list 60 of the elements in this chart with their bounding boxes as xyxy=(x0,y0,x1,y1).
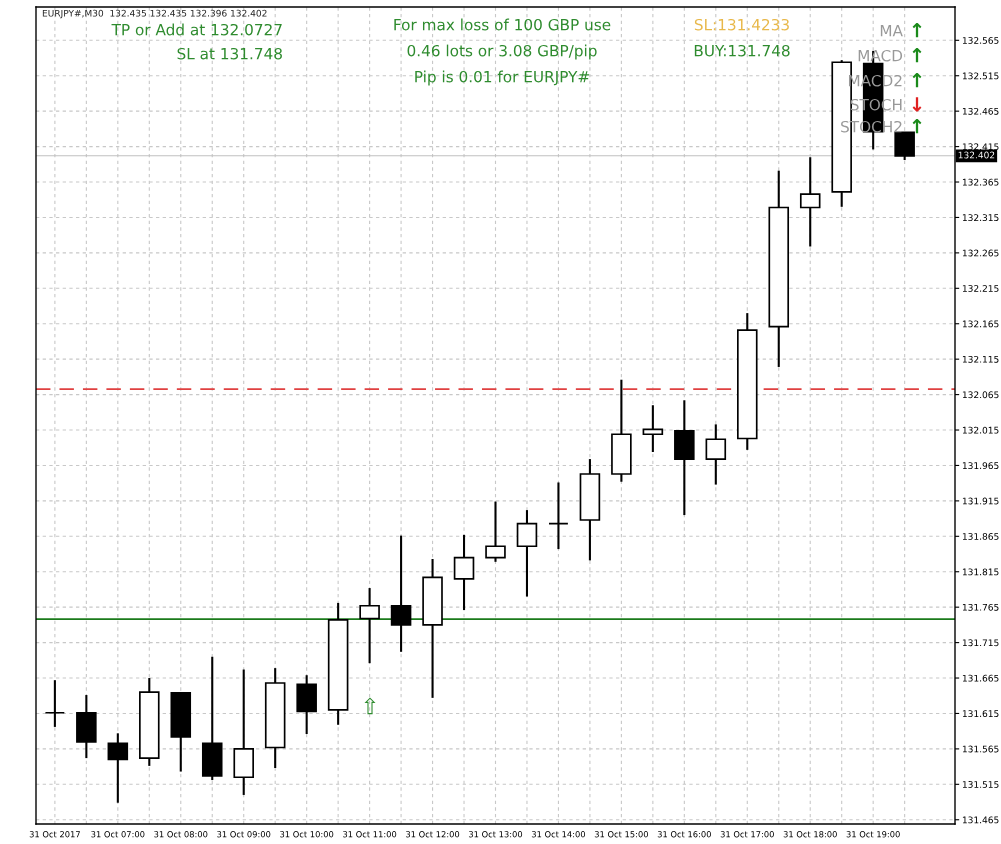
y-tick-label: 131.865 xyxy=(962,533,999,540)
y-tick-label: 132.415 xyxy=(962,143,999,151)
y-tick-label: 132.065 xyxy=(962,391,999,399)
chart-title: EURJPY#,M30 132.435 132.435 132.396 132.402 xyxy=(42,9,267,19)
y-tick-label: 132.165 xyxy=(962,320,999,328)
y-tick-label: 131.615 xyxy=(962,710,999,718)
y-tick-label: 132.015 xyxy=(962,426,999,434)
annotation: BUY:131.748 xyxy=(694,44,790,57)
candlestick xyxy=(642,404,664,454)
y-tick-label: 132.465 xyxy=(962,107,999,115)
x-tick-label: 31 Oct 16:00 xyxy=(657,831,711,838)
annotation: 0.46 lots or 3.08 GBP/pip xyxy=(407,44,597,60)
candlestick xyxy=(359,587,380,665)
ref-line-label: 132.402 xyxy=(958,151,995,159)
x-tick-label: 31 Oct 08:00 xyxy=(154,831,208,838)
x-tick-label: 31 Oct 15:00 xyxy=(594,831,648,838)
y-tick-label: 131.815 xyxy=(962,568,999,576)
x-tick-label: 31 Oct 09:00 xyxy=(217,831,271,838)
candlestick xyxy=(453,533,475,612)
y-tick-label: 131.965 xyxy=(962,462,999,470)
y-tick-label: 131.465 xyxy=(962,816,999,824)
x-tick-label: 31 Oct 14:00 xyxy=(531,831,586,838)
x-tick-label: 31 Oct 07:00 xyxy=(91,831,145,838)
y-tick-label: 131.915 xyxy=(962,497,999,505)
y-tick-label: 131.665 xyxy=(962,674,999,682)
annotation: SL at 131.748 xyxy=(177,47,282,60)
x-tick-label: 31 Oct 19:00 xyxy=(846,831,900,838)
y-tick-label: 131.765 xyxy=(962,603,999,611)
y-tick-label: 131.515 xyxy=(962,781,999,788)
y-tick-label: 131.715 xyxy=(962,639,999,647)
candlestick xyxy=(548,481,569,551)
annotation: For max loss of 100 GBP use xyxy=(394,18,611,31)
y-tick-label: 132.565 xyxy=(962,37,999,44)
candlestick xyxy=(107,732,129,804)
y-tick-label: 132.215 xyxy=(962,285,999,292)
annotation: SL:131.4233 xyxy=(694,18,789,31)
x-tick-label: 31 Oct 10:00 xyxy=(280,831,334,838)
candlestick xyxy=(894,131,915,162)
y-tick-label: 132.115 xyxy=(962,355,999,363)
candlestick xyxy=(799,156,821,248)
x-tick-label: 31 Oct 18:00 xyxy=(783,831,837,838)
y-tick-label: 131.565 xyxy=(962,745,999,753)
candlestick xyxy=(390,534,412,653)
annotation: MA ↑ xyxy=(880,23,922,38)
x-tick-label: 31 Oct 12:00 xyxy=(406,831,460,838)
y-tick-label: 132.515 xyxy=(962,72,999,80)
candlestick xyxy=(44,679,66,728)
candlestick xyxy=(485,500,506,563)
annotation: ⇧ xyxy=(364,697,376,715)
x-tick-label: 31 Oct 2017 xyxy=(29,831,80,838)
x-tick-label: 31 Oct 11:00 xyxy=(343,831,397,838)
y-tick-label: 132.365 xyxy=(962,178,999,186)
x-tick-label: 31 Oct 13:00 xyxy=(468,831,523,838)
candlestick xyxy=(516,509,538,598)
annotation: TP or Add at 132.0727 xyxy=(111,23,282,36)
candlestick xyxy=(705,423,727,486)
y-tick-label: 132.265 xyxy=(962,249,999,257)
annotation: Pip is 0.01 for EURJPY# xyxy=(415,70,590,86)
y-tick-label: 132.315 xyxy=(962,214,999,222)
x-tick-label: 31 Oct 17:00 xyxy=(720,831,774,838)
